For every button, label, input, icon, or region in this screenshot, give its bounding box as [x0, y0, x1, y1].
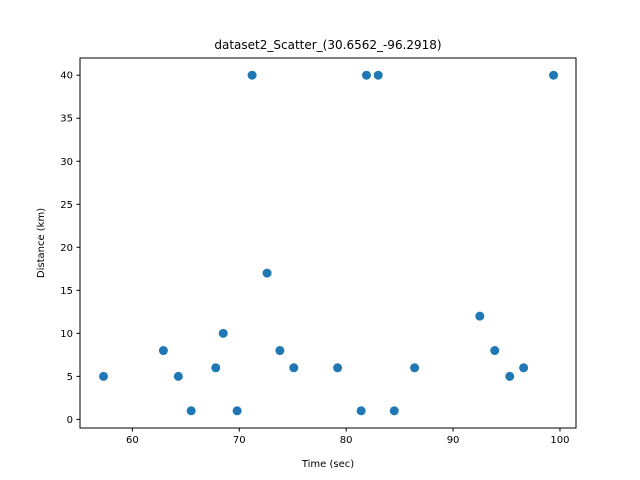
y-tick-label: 10 — [60, 329, 73, 340]
plot-area: 60 70 80 90 100 0 5 10 15 20 25 30 35 40 — [60, 57, 577, 446]
scatter-point — [275, 346, 285, 356]
y-tick-label: 20 — [60, 243, 73, 254]
x-axis-label: Time (sec) — [301, 459, 354, 470]
y-tick-label: 0 — [67, 415, 73, 426]
y-tick-label: 15 — [60, 286, 73, 297]
y-tick-label: 30 — [60, 157, 73, 168]
y-axis-label: Distance (km) — [36, 208, 47, 278]
y-tick-label: 40 — [60, 71, 73, 82]
scatter-point — [490, 346, 500, 356]
y-tick-label: 25 — [60, 200, 73, 211]
data-points — [99, 70, 559, 416]
scatter-point — [158, 346, 168, 356]
x-tick-label: 80 — [340, 435, 353, 446]
y-tick-label: 5 — [67, 372, 73, 383]
scatter-point — [475, 311, 485, 321]
scatter-point — [99, 371, 109, 381]
scatter-point — [361, 70, 371, 80]
y-tick-label: 35 — [60, 114, 73, 125]
axes-frame — [79, 57, 577, 429]
scatter-point — [211, 363, 221, 373]
x-tick-label: 100 — [550, 435, 569, 446]
x-axis-ticks: 60 70 80 90 100 — [126, 428, 570, 446]
scatter-point — [373, 70, 383, 80]
scatter-point — [289, 363, 299, 373]
chart-title: dataset2_Scatter_(30.6562_-96.2918) — [214, 38, 441, 52]
scatter-point — [356, 406, 366, 416]
scatter-point — [186, 406, 196, 416]
scatter-point — [247, 70, 257, 80]
scatter-point — [232, 406, 242, 416]
scatter-point — [389, 406, 399, 416]
scatter-point — [505, 371, 515, 381]
scatter-point — [410, 363, 420, 373]
scatter-point — [262, 268, 272, 278]
scatter-point — [333, 363, 343, 373]
scatter-point — [218, 328, 228, 338]
scatter-point — [173, 371, 183, 381]
y-axis-ticks: 0 5 10 15 20 25 30 35 40 — [60, 71, 80, 426]
x-tick-label: 90 — [447, 435, 460, 446]
scatter-point — [519, 363, 529, 373]
x-tick-label: 60 — [126, 435, 139, 446]
scatter-point — [549, 70, 559, 80]
x-tick-label: 70 — [233, 435, 246, 446]
